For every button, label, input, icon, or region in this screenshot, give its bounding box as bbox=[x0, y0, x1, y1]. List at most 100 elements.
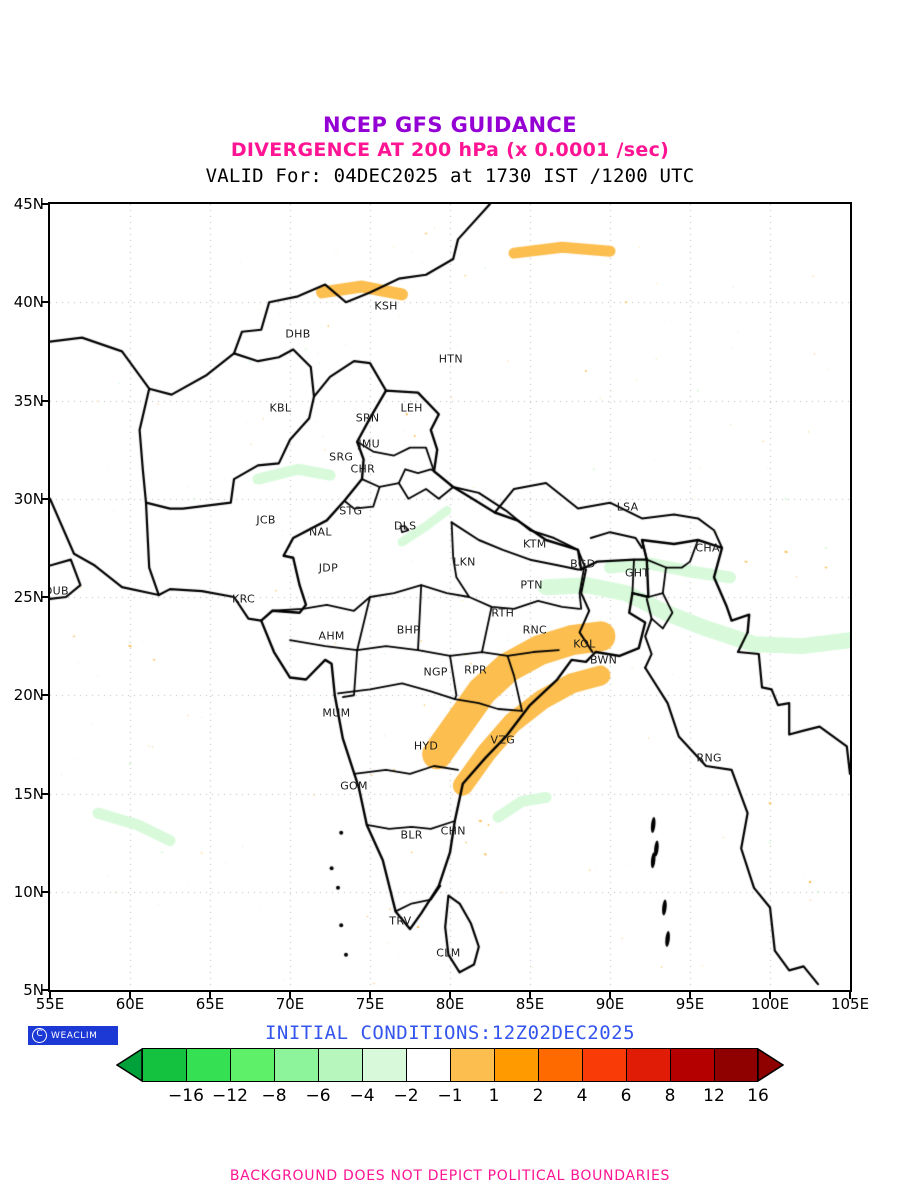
city-label-ght: GHT bbox=[624, 566, 650, 580]
copyright-icon: C bbox=[32, 1028, 47, 1043]
colorbar-segment-5 bbox=[362, 1048, 406, 1082]
city-label-dls: DLS bbox=[393, 519, 417, 533]
y-tick-mark bbox=[41, 301, 48, 304]
map-plot-area: DHB KSH HTN KBL SRN LEH JMU SRG CHR STG DLS NAL JCB J… bbox=[48, 202, 852, 992]
x-axis-tick-70E: 70E bbox=[275, 995, 305, 1013]
city-label-ktm: KTM bbox=[523, 537, 547, 551]
city-label-leh: LEH bbox=[400, 401, 423, 415]
y-axis-tick-25N: 25N bbox=[13, 588, 44, 606]
x-axis-tick-105E: 105E bbox=[830, 995, 870, 1013]
agency-title: NCEP GFS GUIDANCE bbox=[323, 113, 577, 137]
valid-time-line: VALID For: 04DEC2025 at 1730 IST /1200 U… bbox=[205, 165, 695, 187]
city-label-rth: RTH bbox=[491, 606, 515, 620]
colorbar-segment-12 bbox=[670, 1048, 714, 1082]
city-label-krc: KRC bbox=[232, 592, 256, 606]
y-axis-tick-40N: 40N bbox=[13, 293, 44, 312]
city-label-mum: MUM bbox=[322, 706, 351, 720]
colorbar-label-6: −1 bbox=[437, 1086, 463, 1106]
x-tick-mark bbox=[49, 992, 51, 999]
colorbar-low-extend-arrow bbox=[115, 1047, 143, 1083]
city-label-dub: DUB bbox=[50, 584, 69, 598]
city-label-lsa: LSA bbox=[616, 500, 639, 514]
colorbar-segment-9 bbox=[538, 1048, 582, 1082]
x-axis-tick-55E: 55E bbox=[35, 995, 65, 1013]
city-label-lkn: LKN bbox=[453, 555, 476, 569]
city-label-srg: SRG bbox=[329, 450, 354, 464]
city-label-cha: CHA bbox=[695, 541, 720, 555]
x-tick-mark bbox=[129, 992, 131, 999]
colorbar-label-1: −12 bbox=[212, 1086, 248, 1106]
colorbar-label-5: −2 bbox=[393, 1086, 419, 1106]
y-axis-tick-10N: 10N bbox=[13, 882, 44, 901]
y-tick-mark bbox=[41, 497, 48, 500]
city-label-ptn: PTN bbox=[520, 578, 543, 592]
colorbar-label-0: −16 bbox=[168, 1086, 204, 1106]
city-label-ksh: KSH bbox=[374, 299, 398, 313]
city-label-bhp: BHP bbox=[396, 623, 421, 637]
colorbar-label-2: −8 bbox=[261, 1086, 287, 1106]
colorbar-segment-2 bbox=[230, 1048, 274, 1082]
city-label-ahm: AHM bbox=[318, 629, 345, 643]
city-label-gom: GOM bbox=[340, 779, 368, 793]
x-tick-mark bbox=[609, 992, 611, 999]
weaclim-logo-text: WEACLIM bbox=[51, 1030, 98, 1041]
city-label-chr: CHR bbox=[350, 462, 376, 476]
x-tick-mark bbox=[849, 992, 851, 999]
colorbar-segment-3 bbox=[274, 1048, 318, 1082]
y-axis-tick-30N: 30N bbox=[13, 489, 44, 508]
y-axis-tick-35N: 35N bbox=[13, 391, 44, 410]
city-label-vzg: VZG bbox=[490, 733, 516, 747]
colorbar-segment-4 bbox=[318, 1048, 362, 1082]
x-axis-tick-60E: 60E bbox=[115, 995, 145, 1013]
product-title: DIVERGENCE AT 200 hPa (x 0.0001 /sec) bbox=[230, 139, 670, 161]
disclaimer-text: BACKGROUND DOES NOT DEPICT POLITICAL BOU… bbox=[229, 1168, 671, 1184]
x-axis-tick-100E: 100E bbox=[750, 995, 790, 1013]
city-label-bwn: BWN bbox=[590, 653, 618, 667]
colorbar-segment-1 bbox=[186, 1048, 230, 1082]
colorbar-label-13: 16 bbox=[747, 1086, 769, 1106]
city-label-rnc: RNC bbox=[522, 623, 548, 637]
y-axis-tick-45N: 45N bbox=[13, 195, 44, 213]
y-axis-tick-5N: 5N bbox=[23, 981, 44, 999]
colorbar-segment-7 bbox=[450, 1048, 494, 1082]
initial-conditions-label: INITIAL CONDITIONS:12Z02DEC2025 bbox=[264, 1022, 636, 1044]
x-axis-tick-75E: 75E bbox=[355, 995, 385, 1013]
colorbar-segment-11 bbox=[626, 1048, 670, 1082]
divergence-field-canvas bbox=[50, 204, 850, 990]
y-tick-mark bbox=[41, 203, 48, 205]
weaclim-logo: C WEACLIM bbox=[28, 1026, 118, 1045]
x-tick-mark bbox=[449, 992, 451, 999]
city-label-srn: SRN bbox=[355, 411, 380, 425]
y-tick-mark bbox=[41, 399, 48, 402]
x-tick-mark bbox=[369, 992, 371, 999]
city-label-blr: BLR bbox=[400, 828, 423, 842]
x-tick-mark bbox=[209, 992, 211, 999]
y-tick-mark bbox=[41, 694, 48, 697]
y-tick-mark bbox=[41, 792, 48, 795]
city-label-trv: TRV bbox=[389, 914, 412, 928]
city-label-kol: KOL bbox=[573, 637, 596, 651]
colorbar-label-10: 6 bbox=[620, 1086, 632, 1106]
colorbar-segment-8 bbox=[494, 1048, 538, 1082]
colorbar-label-4: −4 bbox=[349, 1086, 375, 1106]
city-label-rng: RNG bbox=[696, 751, 722, 765]
colorbar: −16 −12 −8 −6 −4 −2 −1 1 2 4 6 8 12 16 bbox=[0, 1047, 900, 1110]
y-axis-tick-20N: 20N bbox=[13, 686, 44, 705]
city-label-jcb: JCB bbox=[256, 513, 276, 527]
colorbar-segment-10 bbox=[582, 1048, 626, 1082]
colorbar-segment-0 bbox=[142, 1048, 186, 1082]
y-axis-tick-15N: 15N bbox=[13, 784, 44, 803]
city-label-dhb: DHB bbox=[285, 327, 311, 341]
city-label-htn: HTN bbox=[438, 352, 463, 366]
colorbar-label-9: 4 bbox=[576, 1086, 588, 1106]
city-label-rpr: RPR bbox=[464, 663, 488, 677]
colorbar-segment-6 bbox=[406, 1048, 450, 1082]
x-axis-tick-65E: 65E bbox=[195, 995, 225, 1013]
x-axis-tick-80E: 80E bbox=[435, 995, 465, 1013]
x-axis-tick-85E: 85E bbox=[515, 995, 545, 1013]
city-label-chn: CHN bbox=[440, 824, 466, 838]
colorbar-label-11: 8 bbox=[664, 1086, 676, 1106]
colorbar-label-12: 12 bbox=[703, 1086, 725, 1106]
colorbar-tick-labels: −16 −12 −8 −6 −4 −2 −1 1 2 4 6 8 12 16 bbox=[142, 1086, 769, 1110]
colorbar-label-8: 2 bbox=[532, 1086, 544, 1106]
